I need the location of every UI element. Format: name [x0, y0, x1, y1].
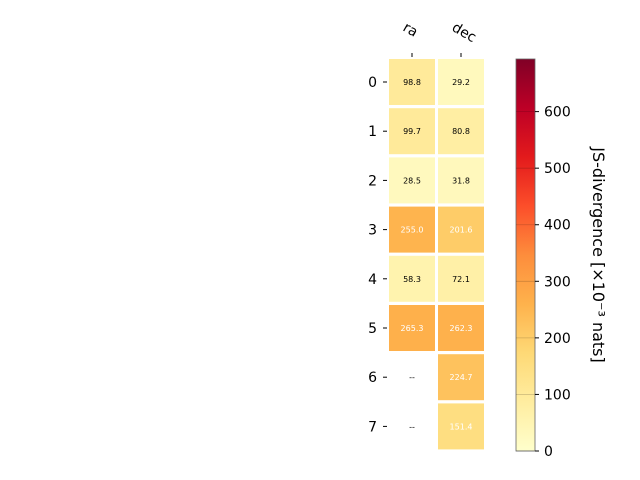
- cell-label-1-ra: 99.7: [403, 127, 421, 136]
- cell-7-dec: [438, 403, 484, 450]
- cell-1-ra: [389, 108, 435, 155]
- cell-label-4-ra: 58.3: [403, 275, 421, 284]
- colorbar-tick-label-300: 300: [544, 274, 571, 290]
- cell-label-6-dec: 224.7: [450, 373, 473, 382]
- row-label-1: 1: [368, 124, 377, 140]
- cell-5-ra: [389, 305, 435, 351]
- cell-0-dec: [438, 59, 484, 105]
- cell-label-6-ra: --: [409, 373, 415, 382]
- colorbar-gradient: [515, 58, 536, 452]
- cell-label-2-dec: 31.8: [452, 176, 470, 185]
- cell-1-dec: [438, 108, 484, 155]
- row-labels: 0 1 2 3 4 5 6 7: [368, 75, 387, 435]
- cell-label-0-dec: 29.2: [452, 78, 470, 87]
- cell-0-ra: [389, 59, 435, 105]
- cell-label-5-dec: 262.3: [450, 324, 473, 333]
- cell-label-4-dec: 72.1: [452, 275, 470, 284]
- colorbar-label: JS-divergence [×10⁻³ nats]: [589, 146, 608, 362]
- row-label-0: 0: [368, 75, 377, 91]
- cell-4-ra: [389, 255, 435, 302]
- row-label-3: 3: [368, 223, 377, 239]
- row-label-6: 6: [368, 370, 377, 386]
- row-label-7: 7: [368, 419, 377, 435]
- colorbar-tick-label-200: 200: [544, 331, 571, 347]
- cell-6-dec: [438, 354, 484, 401]
- row-label-5: 5: [368, 321, 377, 337]
- cell-5-dec: [438, 305, 484, 351]
- cell-2-dec: [438, 157, 484, 204]
- cell-label-1-dec: 80.8: [452, 127, 470, 136]
- colorbar-tick-label-100: 100: [544, 387, 571, 403]
- heatmap-cells: 98.8 29.2 99.7 80.8 28.5 31.8 255.0 201.6 58.3 72…: [389, 59, 484, 450]
- column-label-dec: dec: [449, 20, 479, 46]
- colorbar-tick-label-600: 600: [544, 105, 571, 121]
- cell-3-dec: [438, 206, 484, 253]
- cell-label-0-ra: 98.8: [403, 78, 421, 87]
- row-label-2: 2: [368, 173, 377, 189]
- colorbar-tick-label-0: 0: [544, 444, 553, 460]
- row-label-4: 4: [368, 272, 377, 288]
- colorbar: 0 100 200 300 400 500 600 JS-divergence [×10⁻³ …: [515, 58, 608, 460]
- cell-label-3-ra: 255.0: [401, 226, 424, 235]
- colorbar-tick-label-400: 400: [544, 218, 571, 234]
- cell-3-ra: [389, 206, 435, 253]
- cell-label-3-dec: 201.6: [450, 226, 473, 235]
- column-label-ra: ra: [400, 20, 420, 41]
- column-labels: ra dec: [400, 20, 479, 57]
- cell-label-7-dec: 151.4: [450, 422, 473, 431]
- cell-4-dec: [438, 255, 484, 302]
- cell-label-2-ra: 28.5: [403, 176, 421, 185]
- cell-label-5-ra: 265.3: [401, 324, 424, 333]
- cell-2-ra: [389, 157, 435, 204]
- cell-label-7-ra: --: [409, 422, 415, 431]
- colorbar-tick-label-500: 500: [544, 161, 571, 177]
